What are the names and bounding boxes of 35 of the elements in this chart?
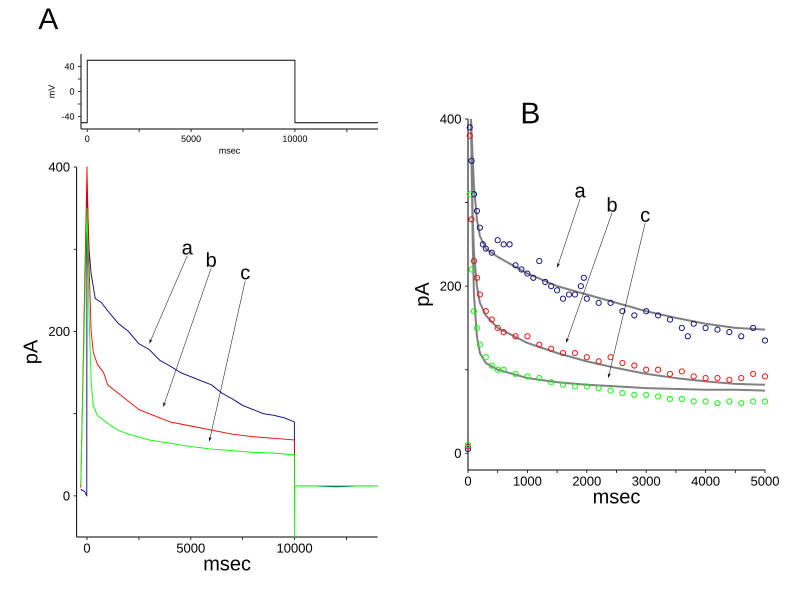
x-tick-label: 3000	[632, 476, 660, 486]
x-axis-title: msec	[204, 560, 250, 571]
x-tick-label: 1000	[514, 476, 542, 486]
x-tick-label: 0	[85, 136, 90, 142]
y-axis-title: pA	[415, 282, 433, 306]
annotation: c	[641, 210, 650, 222]
annotation: c	[241, 268, 250, 280]
y-axis-title: mV	[48, 84, 55, 98]
y-tick-label: 400	[440, 114, 461, 124]
y-tick-label: 0	[63, 491, 70, 500]
x-tick-label: 5000	[176, 544, 205, 553]
y-tick-label: -40	[62, 113, 74, 120]
chart-title: B	[522, 102, 539, 124]
annotation: a	[575, 186, 586, 198]
x-axis-title: msec	[594, 492, 640, 504]
x-tick-label: 5000	[751, 476, 779, 486]
x-tick-label: 2000	[573, 476, 601, 486]
y-tick-label: 200	[440, 282, 461, 291]
annotation: a	[182, 244, 193, 255]
y-tick-label: 400	[48, 162, 70, 172]
y-tick-label: 40	[64, 63, 74, 70]
y-tick-label: 0	[454, 448, 461, 458]
x-tick-label: 0	[84, 544, 90, 553]
y-axis-title: pA	[24, 340, 42, 363]
x-tick-label: 4000	[691, 476, 720, 486]
y-tick-label: 200	[49, 326, 70, 336]
annotation: b	[608, 197, 617, 212]
chart-title: A	[38, 8, 58, 30]
x-tick-label: 10000	[277, 544, 312, 553]
y-tick-label: 0	[70, 88, 74, 95]
annotation: b	[206, 252, 216, 267]
x-axis-title: msec	[219, 148, 240, 154]
x-tick-label: 0	[464, 476, 472, 486]
x-tick-label: 5000	[181, 136, 201, 142]
x-tick-label: 10000	[283, 136, 308, 142]
